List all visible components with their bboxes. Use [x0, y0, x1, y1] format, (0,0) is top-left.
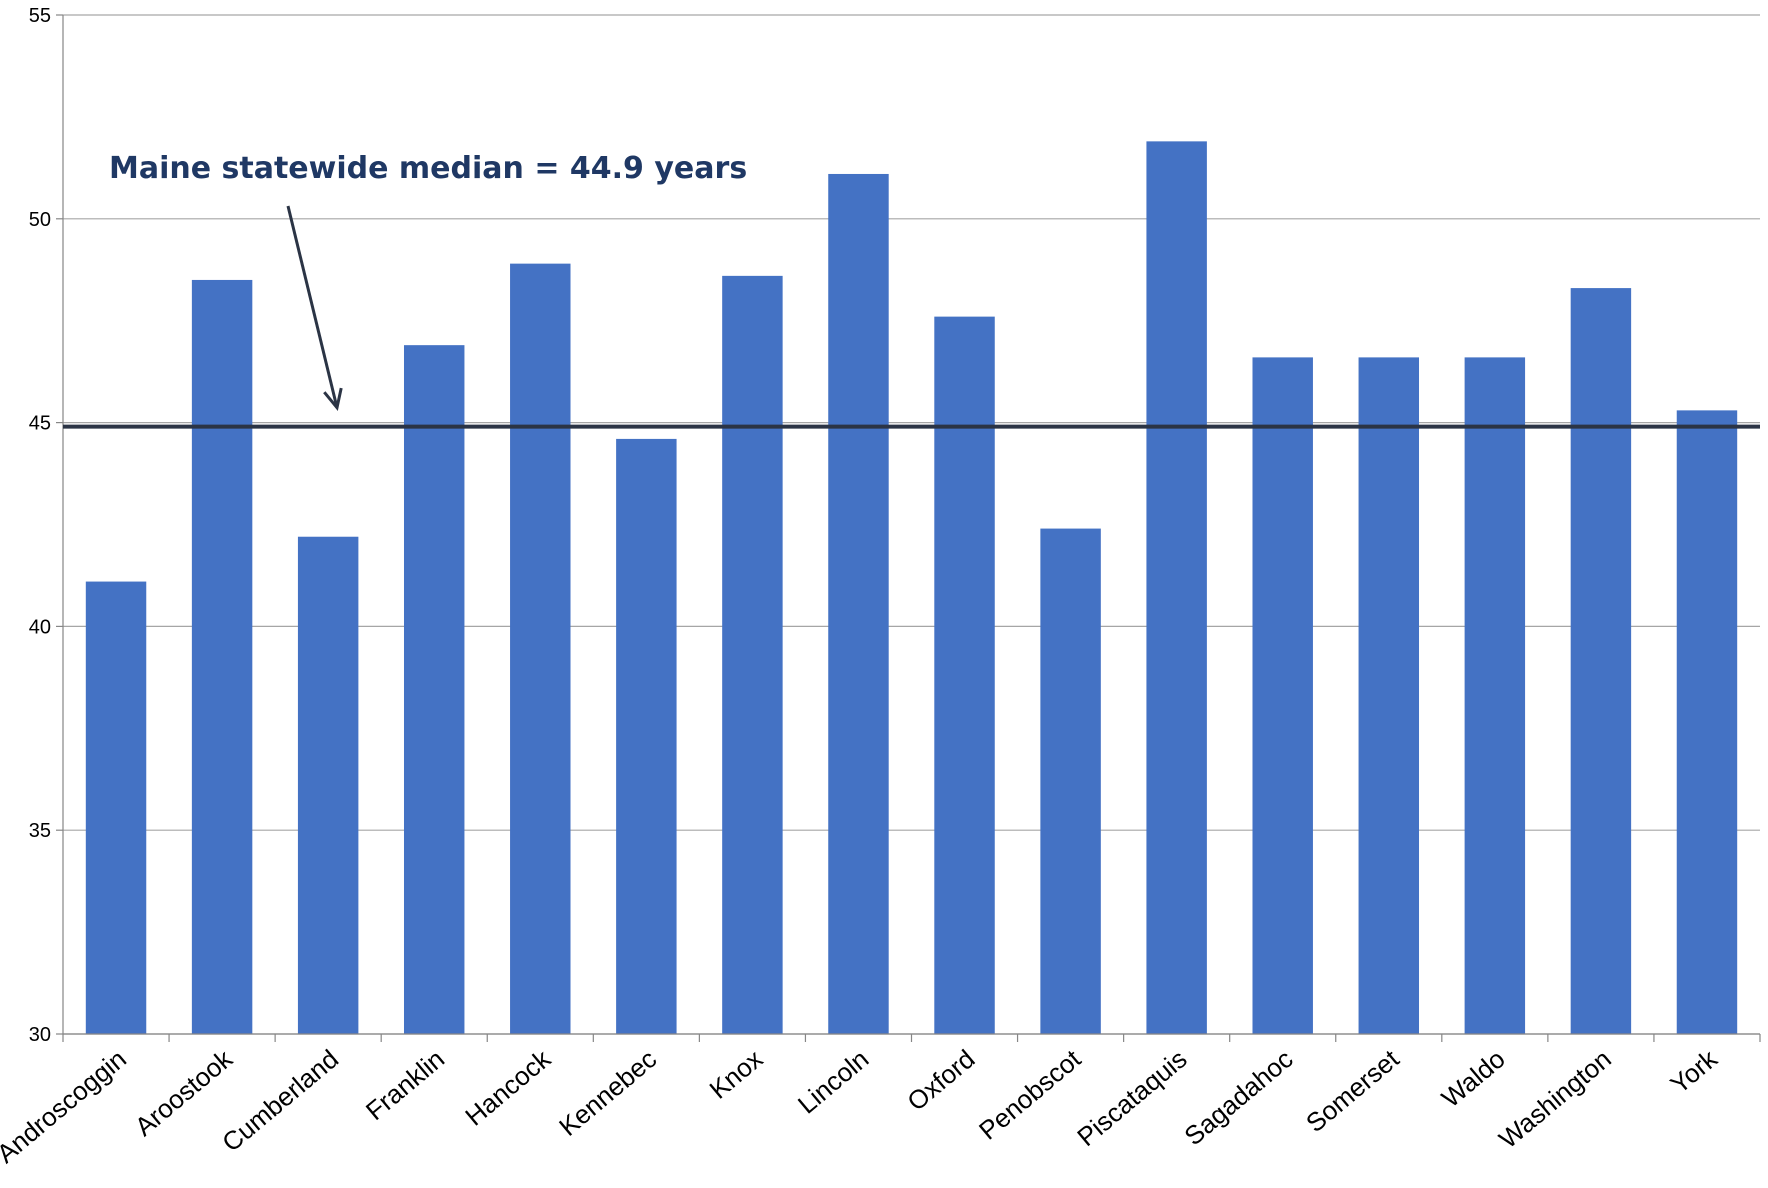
bar-sagadahoc: [1252, 357, 1313, 1034]
bar-washington: [1570, 288, 1632, 1034]
x-tick-label: Cumberland: [216, 1044, 344, 1158]
annotation-arrow: [286, 205, 343, 412]
y-tick-label: 30: [29, 1024, 51, 1046]
x-tick-label: Aroostook: [129, 1043, 239, 1142]
x-tick-label: Piscataquis: [1071, 1044, 1192, 1152]
x-tick-label: Androscoggin: [0, 1044, 132, 1169]
bars: [85, 141, 1738, 1035]
bar-franklin: [403, 345, 465, 1034]
bar-knox: [722, 275, 783, 1034]
bar-waldo: [1464, 357, 1526, 1034]
bar-penobscot: [1040, 528, 1101, 1034]
x-tick-label: Kennebec: [553, 1044, 662, 1142]
y-tick-label: 40: [29, 616, 51, 638]
y-tick-label: 45: [29, 413, 51, 435]
x-tick-label: Penobscot: [973, 1043, 1087, 1145]
y-tick-label: 55: [29, 5, 51, 27]
x-tick-label: York: [1664, 1043, 1723, 1099]
bar-androscoggin: [85, 581, 147, 1034]
bar-kennebec: [616, 438, 677, 1034]
arrow-shaft: [286, 205, 339, 409]
x-tick-label: Washington: [1493, 1044, 1617, 1155]
bar-piscataquis: [1146, 141, 1207, 1034]
x-tick-label: Oxford: [901, 1044, 980, 1117]
bar-oxford: [934, 316, 995, 1034]
y-tick-label: 50: [29, 209, 51, 231]
axes: [56, 14, 1761, 1042]
y-tick-label: 35: [29, 820, 51, 842]
x-tick-label: Knox: [704, 1044, 769, 1105]
bar-aroostook: [191, 279, 253, 1034]
x-tick-label: Sagadahoc: [1179, 1044, 1299, 1152]
bar-hancock: [510, 263, 571, 1034]
bar-lincoln: [828, 173, 889, 1035]
x-tick-label: Hancock: [459, 1043, 557, 1132]
x-tick-label: Lincoln: [792, 1044, 874, 1120]
bar-cumberland: [297, 536, 359, 1034]
arrow-head: [323, 387, 343, 412]
bar-york: [1676, 410, 1738, 1034]
x-tick-label: Waldo: [1436, 1044, 1511, 1114]
median-annotation: Maine statewide median = 44.9 years: [109, 151, 747, 186]
x-tick-label: Somerset: [1300, 1043, 1405, 1138]
x-tick-label: Franklin: [360, 1044, 450, 1126]
bar-somerset: [1358, 357, 1420, 1034]
